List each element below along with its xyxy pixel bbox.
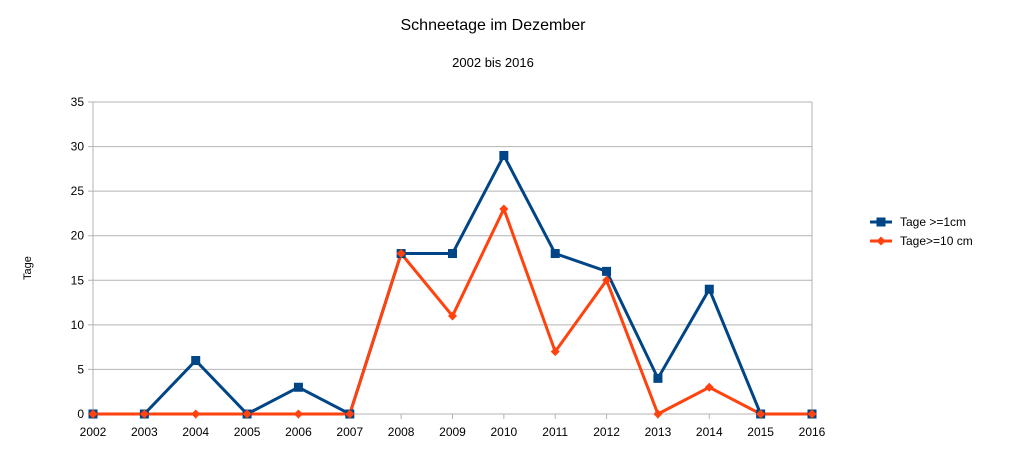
- data-point-1: [653, 373, 663, 383]
- data-point-1: [191, 356, 201, 366]
- data-point-2: [448, 311, 457, 321]
- x-tick-label: 2015: [747, 425, 774, 439]
- series-line-1: [93, 152, 812, 417]
- x-tick-label: 2003: [131, 425, 158, 439]
- data-point-2: [756, 409, 766, 419]
- legend-label: Tage>=10 cm: [900, 234, 973, 248]
- legend-marker: [876, 217, 886, 227]
- legend-marker: [876, 236, 886, 246]
- data-point-2: [345, 409, 355, 419]
- y-tick-label: 0: [77, 407, 84, 421]
- data-point-2: [139, 409, 149, 419]
- data-point-2: [396, 249, 406, 259]
- data-point-2: [704, 382, 714, 392]
- x-tick-label: 2004: [182, 425, 209, 439]
- y-tick-label: 15: [71, 273, 85, 287]
- data-point-2: [242, 409, 252, 419]
- x-tick-label: 2007: [336, 425, 363, 439]
- y-tick-label: 30: [71, 140, 85, 154]
- data-point-1: [499, 150, 509, 160]
- y-tick-label: 25: [71, 184, 85, 198]
- x-tick-label: 2016: [799, 425, 826, 439]
- y-tick-label: 10: [71, 318, 85, 332]
- data-point-1: [550, 249, 560, 259]
- chart-title: Schneetage im Dezember: [401, 17, 587, 34]
- x-axis: 2002 2003 2004 2005 2006 2007 2008 2009 2010 2011…: [80, 425, 826, 439]
- x-tick-label: 2006: [285, 425, 312, 439]
- x-tick-label: 2014: [696, 425, 723, 439]
- x-tick-label: 2010: [491, 425, 518, 439]
- data-point-2: [807, 409, 817, 419]
- chart-subtitle: 2002 bis 2016: [452, 55, 534, 70]
- data-point-1: [293, 382, 303, 392]
- data-point-1: [448, 249, 457, 259]
- data-point-2: [550, 347, 560, 357]
- x-tick-label: 2009: [439, 425, 466, 439]
- legend-label: Tage >=1cm: [900, 215, 966, 229]
- data-point-1: [704, 284, 714, 294]
- y-tick-label: 35: [71, 95, 85, 109]
- x-tick-label: 2012: [593, 425, 620, 439]
- x-tick-label: 2008: [388, 425, 415, 439]
- data-point-2: [602, 275, 612, 285]
- data-point-2: [499, 204, 509, 214]
- x-tick-label: 2011: [542, 425, 568, 439]
- y-axis-label: Tage: [22, 256, 34, 280]
- gridlines: [88, 101, 813, 419]
- y-axis: 0 5 10 15 20 25 30 35: [71, 95, 85, 421]
- legend: Tage >=1cm Tage>=10 cm: [870, 215, 973, 248]
- data-point-2: [293, 409, 303, 419]
- series-group: [88, 150, 817, 419]
- data-point-2: [653, 409, 663, 419]
- data-point-2: [88, 409, 98, 419]
- data-point-1: [602, 266, 612, 276]
- x-tick-label: 2005: [234, 425, 261, 439]
- x-tick-label: 2002: [80, 425, 107, 439]
- data-point-2: [191, 409, 201, 419]
- x-tick-label: 2013: [645, 425, 672, 439]
- y-tick-label: 20: [71, 229, 85, 243]
- y-tick-label: 5: [77, 362, 84, 376]
